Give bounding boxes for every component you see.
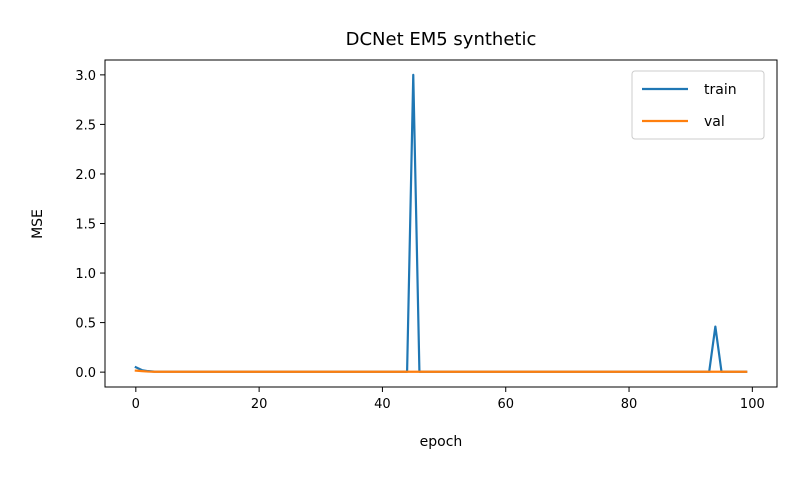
x-tick-label: 20	[251, 397, 268, 412]
y-tick-label: 0.0	[75, 366, 96, 381]
x-tick-label: 0	[132, 397, 140, 412]
legend-label-train: train	[704, 82, 737, 98]
chart-title: DCNet EM5 synthetic	[346, 29, 537, 50]
x-tick-label: 60	[497, 397, 514, 412]
y-tick-label: 0.5	[75, 317, 96, 332]
legend-label-val: val	[704, 114, 725, 130]
legend-items: train val	[642, 82, 737, 130]
y-tick-label: 1.5	[75, 218, 96, 233]
plot-lines	[134, 73, 748, 373]
y-axis-label: MSE	[30, 209, 46, 239]
y-tick-label: 1.0	[75, 267, 96, 282]
x-axis-ticks: 0 20 40 60 80 100	[132, 387, 765, 412]
legend-box	[631, 70, 765, 140]
legend: train val	[631, 70, 765, 140]
x-tick-label: 100	[740, 397, 765, 412]
x-tick-label: 80	[621, 397, 638, 412]
y-tick-label: 3.0	[75, 69, 96, 84]
x-tick-label: 40	[374, 397, 391, 412]
y-tick-label: 2.0	[75, 168, 96, 183]
series-line-val	[134, 369, 748, 373]
y-axis-ticks: 0.0 0.5 1.0 1.5 2.0 2.5 3.0	[75, 69, 105, 381]
x-axis-label: epoch	[420, 434, 463, 450]
y-tick-label: 2.5	[75, 118, 96, 133]
